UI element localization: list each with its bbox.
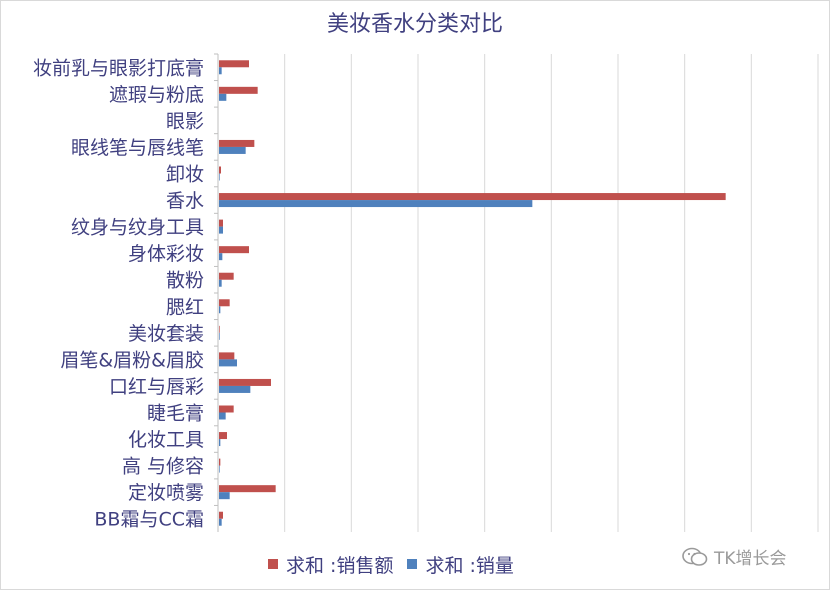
bar-volume [219,146,246,154]
bar-sales [219,485,276,493]
bar-volume [219,332,220,340]
bar-volume [219,173,220,181]
legend-swatch-volume [407,559,418,569]
category-label: 卸妆 [166,164,204,186]
bar-sales [219,378,271,386]
bar-volume [219,359,237,367]
category-label: 高 与修容 [122,456,204,478]
legend-label-sales: 求和 :销售额 [286,554,394,577]
category-label: 眉笔&眉粉&眉胶 [60,349,204,371]
category-label: BB霜与CC霜 [94,509,204,531]
bar-volume [219,412,226,420]
bar-sales [219,432,227,440]
legend-label-volume: 求和 :销量 [425,554,514,577]
bar-sales [219,352,235,360]
legend-item-volume: 求和 :销量 [407,551,514,578]
bar-sales [219,246,249,254]
bar-sales [219,86,258,94]
bar-volume [219,279,222,287]
bar-sales [219,60,249,68]
bar-volume [219,306,221,314]
category-label: 化妆工具 [128,429,204,451]
bar-sales [219,458,221,466]
category-label: 香水 [166,190,204,212]
bar-volume [219,439,221,447]
category-label: 睫毛膏 [147,402,204,425]
bar-sales [219,511,223,519]
bar-volume [219,385,251,393]
bar-volume [219,93,227,101]
bar-volume [219,253,223,261]
legend-swatch-sales [268,559,278,569]
bar-sales [219,405,234,413]
category-label: 定妆喷雾 [128,482,204,504]
bar-sales [219,325,220,333]
bar-volume [219,226,223,234]
bar-sales [219,139,255,147]
watermark-text: TK增长会 [714,549,787,569]
bar-sales [219,166,221,174]
bar-volume [219,200,533,208]
bar-volume [219,465,220,473]
bar-sales [219,219,223,227]
watermark: TK增长会 [682,544,787,569]
category-label: 妆前乳与眼影打底膏 [33,56,204,79]
category-label: 口红与唇彩 [109,376,204,398]
category-label: 眼影 [166,110,204,132]
legend-item-sales: 求和 :销售额 [268,551,393,578]
chart-title: 美妆香水分类对比 [326,12,503,37]
category-label: 遮瑕与粉底 [109,84,204,106]
wechat-icon [682,547,708,566]
category-label: 眼线笔与唇线笔 [71,137,204,159]
bar-volume [219,67,222,75]
bar-sales [219,193,726,201]
bar-sales [219,272,234,280]
category-label: 腮红 [166,296,204,318]
category-label: 美妆套装 [128,323,204,345]
bar-volume [219,492,230,500]
bar-sales [219,299,230,307]
category-label: 身体彩妆 [128,243,204,265]
category-label: 散粉 [166,270,204,292]
chart-legend: 求和 :销售额 求和 :销量 [268,551,514,578]
category-label: 纹身与纹身工具 [71,217,204,239]
bar-volume [219,518,222,526]
